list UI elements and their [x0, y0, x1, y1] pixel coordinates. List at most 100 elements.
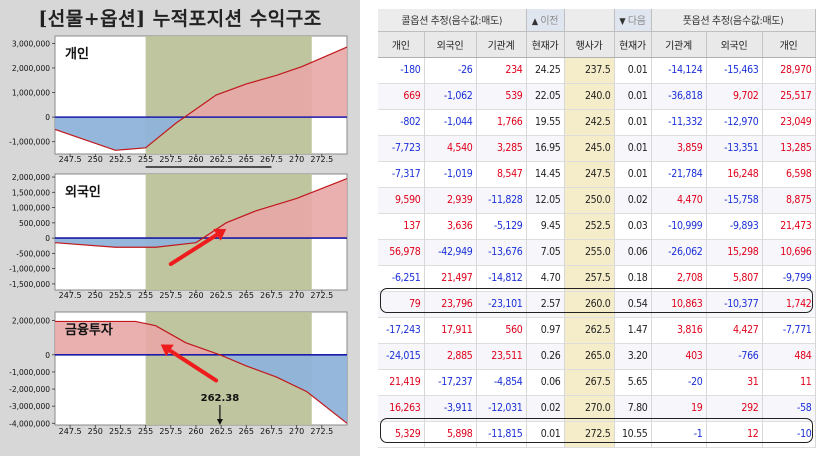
- table-cell: 9.45: [526, 213, 565, 239]
- table-cell: 2,708: [651, 265, 707, 291]
- table-cell: -14,812: [476, 265, 527, 291]
- table-cell: 21,497: [424, 265, 477, 291]
- column-header: 기관계: [651, 31, 707, 58]
- table-row[interactable]: -180 -26 234 24.25 237.5 0.01 -14,124 -15,463 28…: [378, 57, 816, 83]
- table-row[interactable]: -7,723 4,540 3,285 16.95 245.0 0.01 3,859 -13,3…: [378, 135, 816, 161]
- table-cell: 10,696: [762, 239, 816, 265]
- table-cell: -13,351: [706, 135, 763, 161]
- table-cell: -1,044: [424, 109, 477, 135]
- table-cell: -26: [424, 57, 477, 83]
- table-cell: 8,875: [762, 187, 816, 213]
- table-row[interactable]: 9,590 2,939 -11,828 12.05 250.0 0.02 4,470 -15,…: [378, 187, 816, 213]
- table-cell: 0.01: [526, 421, 565, 447]
- column-header-row: 개인 외국인 기관계 현재가 행사가 현재가 기관계 외국인 개인: [378, 31, 816, 58]
- table-cell: 669: [378, 83, 425, 109]
- trend-arrow: [167, 348, 219, 383]
- series-title: 개인: [65, 46, 89, 62]
- y-tick-label: -1,000,000: [9, 265, 50, 274]
- table-row[interactable]: 669 -1,062 539 22.05 240.0 0.01 -36,818 9,702 25…: [378, 83, 816, 109]
- call-estimate-header: 콜옵션 추정(음수값:매도): [378, 9, 527, 32]
- table-cell: 79: [378, 291, 425, 317]
- table-cell: 12.05: [526, 187, 565, 213]
- payoff-charts: 3,000,000 2,000,000 1,000,000 0 -1,000,000 24…: [9, 35, 348, 436]
- y-tick-label: 1,000,000: [12, 89, 50, 98]
- column-header: 현재가: [526, 31, 565, 58]
- x-tick-label: 247.5: [59, 427, 82, 436]
- table-cell: 4.70: [526, 265, 565, 291]
- table-row[interactable]: -6,251 21,497 -14,812 4.70 257.5 0.18 2,708 5,8…: [378, 265, 816, 291]
- table-cell: 16,263: [378, 395, 425, 421]
- table-cell: -10,999: [651, 213, 707, 239]
- table-row[interactable]: 79 23,796 -23,101 2.57 260.0 0.54 10,863 -10,37…: [378, 291, 816, 317]
- y-tick-label: 0: [45, 234, 50, 243]
- chart-panel-title: [선물+옵션] 누적포지션 수익구조: [38, 8, 322, 30]
- table-cell: -4,854: [476, 369, 527, 395]
- table-cell: -14,124: [651, 57, 707, 83]
- table-cell: 265.0: [564, 343, 615, 369]
- profit-area: [55, 47, 347, 118]
- table-cell: -17,237: [424, 369, 477, 395]
- table-row[interactable]: 56,978 -42,949 -13,676 7.05 255.0 0.06 -26,062…: [378, 239, 816, 265]
- table-row[interactable]: -802 -1,044 1,766 19.55 242.5 0.01 -11,332 -12,…: [378, 109, 816, 135]
- next-button[interactable]: ▼ 다음: [614, 9, 652, 32]
- table-cell: -7,317: [378, 161, 425, 187]
- y-tick-label: -4,000,000: [9, 419, 50, 428]
- y-tick-label: -1,000,000: [9, 138, 50, 147]
- table-cell: -11,332: [651, 109, 707, 135]
- payoff-line: [55, 320, 348, 424]
- table-cell: 2,885: [424, 343, 477, 369]
- prev-button[interactable]: ▲ 이전: [526, 9, 565, 32]
- table-cell: 9,702: [706, 83, 763, 109]
- y-tick-label: 1,500,000: [12, 188, 50, 197]
- x-tick-label: 252.5: [109, 291, 132, 300]
- table-row[interactable]: -24,015 2,885 23,511 0.26 265.0 3.20 403 -766 48…: [378, 343, 816, 369]
- table-cell: 0.03: [614, 213, 652, 239]
- x-tick-label: 260: [188, 291, 203, 300]
- column-header: 기관계: [476, 31, 527, 58]
- table-cell: -802: [378, 109, 425, 135]
- table-cell: -26,062: [651, 239, 707, 265]
- table-cell: 8,547: [476, 161, 527, 187]
- y-tick-label: 2,000,000: [12, 173, 50, 182]
- table-cell: 4,470: [651, 187, 707, 213]
- trend-arrow-head: [213, 228, 227, 241]
- table-row[interactable]: -17,243 17,911 560 0.97 262.5 1.47 3,816 4,427-…: [378, 317, 816, 343]
- table-row[interactable]: 137 3,636 -5,129 9.45 252.5 0.03 -10,999 -9,893…: [378, 213, 816, 239]
- table-cell: -11,828: [476, 187, 527, 213]
- table-cell: -1,019: [424, 161, 477, 187]
- payoff-line: [54, 178, 348, 248]
- table-cell: 22.05: [526, 83, 565, 109]
- table-row[interactable]: -7,317 -1,019 8,547 14.45 247.5 0.01 -21,784 16…: [378, 161, 816, 187]
- x-tick-label: 262.5: [210, 427, 233, 436]
- table-row[interactable]: 21,419 -17,237 -4,854 0.06 267.5 5.65 -20 31 11: [378, 369, 816, 395]
- x-tick-label: 255: [138, 427, 153, 436]
- table-cell: -58: [762, 395, 816, 421]
- table-cell: -6,251: [378, 265, 425, 291]
- table-cell: 31: [706, 369, 763, 395]
- loss-area: [55, 238, 347, 248]
- table-cell: 240.0: [564, 83, 615, 109]
- x-tick-label: 260: [188, 155, 203, 164]
- table-cell: 4,427: [706, 317, 763, 343]
- y-tick-label: -1,000,000: [9, 368, 50, 377]
- table-cell: 245.0: [564, 135, 615, 161]
- table-cell: 56,978: [378, 239, 425, 265]
- trend-arrow: [168, 232, 219, 267]
- profit-area: [55, 321, 220, 355]
- table-row[interactable]: 16,263 -3,911 -12,031 0.02 270.0 7.80 19 292 -58: [378, 395, 816, 421]
- y-tick-label: -3,000,000: [9, 402, 50, 411]
- table-cell: 11: [762, 369, 816, 395]
- x-tick-label: 252.5: [109, 155, 132, 164]
- y-tick-label: 0: [45, 113, 50, 122]
- profit-area: [202, 178, 347, 239]
- table-cell: 3,285: [476, 135, 527, 161]
- trend-arrow-head: [160, 344, 174, 357]
- table-cell: 24.25: [526, 57, 565, 83]
- column-header: 외국인: [424, 31, 477, 58]
- y-tick-label: 0: [45, 351, 50, 360]
- table-row[interactable]: 5,329 5,898 -11,815 0.01 272.5 10.55 -1 12 -10: [378, 421, 816, 447]
- table-cell: -23,101: [476, 291, 527, 317]
- table-cell: 270.0: [564, 395, 615, 421]
- table-cell: -36,818: [651, 83, 707, 109]
- table-cell: 539: [476, 83, 527, 109]
